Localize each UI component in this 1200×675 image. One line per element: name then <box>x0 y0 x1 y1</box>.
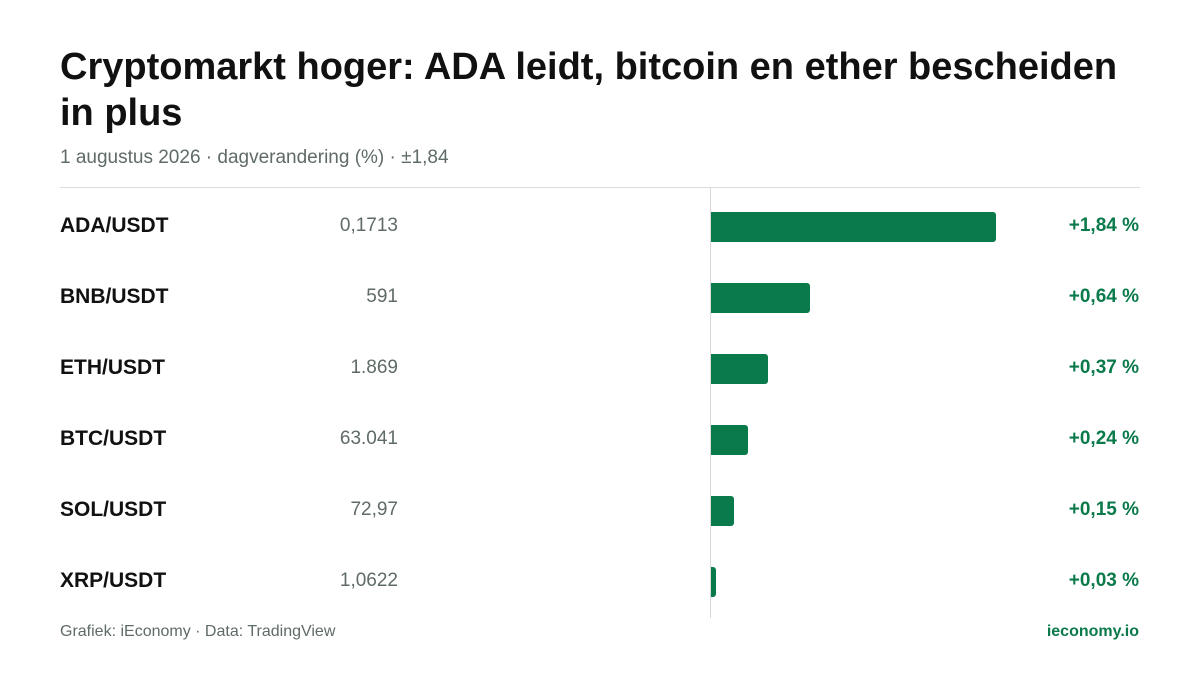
chart-row: SOL/USDT 72,97 +0,15 % <box>0 472 1200 543</box>
price-value: 1,0622 <box>339 570 398 591</box>
chart-row: ADA/USDT 0,1713 +1,84 % <box>0 188 1200 259</box>
price-value: 72,97 <box>350 499 398 520</box>
zero-axis-line <box>710 188 711 618</box>
change-label: +0,15 % <box>1068 499 1139 520</box>
pair-label: XRP/USDT <box>60 569 167 592</box>
price-value: 1.869 <box>350 357 398 378</box>
footer-source: Grafiek: iEconomy · Data: TradingView <box>60 623 336 640</box>
price-value: 0,1713 <box>339 215 398 236</box>
price-value: 63.041 <box>339 428 398 449</box>
change-label: +0,24 % <box>1068 428 1139 449</box>
footer-brand-link[interactable]: ieconomy.io <box>1046 623 1139 640</box>
change-label: +0,64 % <box>1068 286 1139 307</box>
pair-label: ADA/USDT <box>60 214 169 237</box>
change-bar <box>711 212 996 242</box>
chart-row: BTC/USDT 63.041 +0,24 % <box>0 401 1200 472</box>
pair-label: BNB/USDT <box>60 285 169 308</box>
chart-subtitle: 1 augustus 2026 · dagverandering (%) · ±… <box>60 147 449 168</box>
pair-label: BTC/USDT <box>60 427 167 450</box>
change-bar <box>711 283 811 313</box>
change-label: +1,84 % <box>1068 215 1139 236</box>
pair-label: ETH/USDT <box>60 356 165 379</box>
change-bar <box>711 567 716 597</box>
chart-row: XRP/USDT 1,0622 +0,03 % <box>0 543 1200 614</box>
change-bar <box>711 496 735 526</box>
pair-label: SOL/USDT <box>60 498 167 521</box>
price-value: 591 <box>366 286 398 307</box>
header-divider <box>60 187 1140 188</box>
change-label: +0,37 % <box>1068 357 1139 378</box>
bar-chart: ADA/USDT 0,1713 +1,84 % BNB/USDT 591 +0,64 % E… <box>0 188 1200 618</box>
chart-row: BNB/USDT 591 +0,64 % <box>0 259 1200 330</box>
change-label: +0,03 % <box>1068 570 1139 591</box>
chart-title: Cryptomarkt hoger: ADA leidt, bitcoin en… <box>60 46 1118 134</box>
chart-row: ETH/USDT 1.869 +0,37 % <box>0 330 1200 401</box>
change-bar <box>711 354 769 384</box>
change-bar <box>711 425 749 455</box>
